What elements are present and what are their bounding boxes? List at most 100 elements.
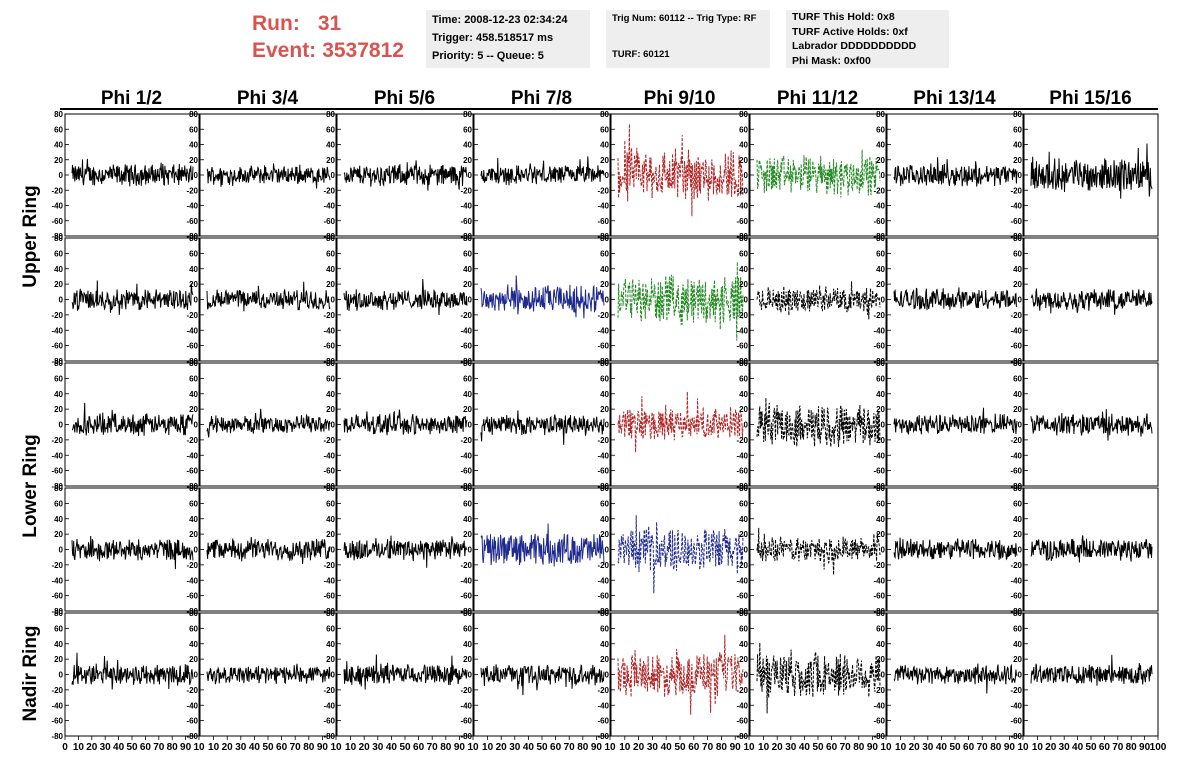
- y-tick-label: -20: [460, 311, 472, 320]
- y-tick-label: -80: [460, 732, 472, 741]
- y-tick-label: 40: [189, 265, 198, 274]
- y-tick-label: -40: [1010, 202, 1022, 211]
- y-tick-label: 40: [1013, 390, 1022, 399]
- y-tick-label: -60: [736, 467, 748, 476]
- y-tick-label: -40: [186, 576, 198, 585]
- y-tick-label: -40: [873, 326, 885, 335]
- y-tick-label: -40: [51, 202, 63, 211]
- x-tick-label: 70: [153, 742, 165, 753]
- y-tick-label: 80: [189, 484, 198, 493]
- y-tick-label: 60: [463, 125, 472, 134]
- y-tick-label: -20: [51, 436, 63, 445]
- run-value: 31: [317, 12, 342, 35]
- y-tick-label: -20: [323, 686, 335, 695]
- y-tick-label: 20: [876, 156, 885, 165]
- run-label: Run:: [252, 12, 300, 35]
- y-tick-label: -40: [323, 576, 335, 585]
- y-tick-label: 0: [605, 296, 610, 305]
- y-tick-label: -80: [186, 732, 198, 741]
- y-tick-label: 0: [59, 546, 64, 555]
- y-tick-label: -20: [51, 561, 63, 570]
- y-tick-label: 20: [326, 530, 335, 539]
- y-tick-label: 0: [744, 296, 749, 305]
- y-tick-label: -40: [873, 202, 885, 211]
- x-tick-label: 90: [1004, 742, 1016, 753]
- y-tick-label: -20: [323, 436, 335, 445]
- x-tick-label: 60: [550, 742, 562, 753]
- x-tick-label: 30: [1059, 742, 1071, 753]
- y-tick-label: 80: [1013, 110, 1022, 119]
- y-tick-label: 20: [189, 530, 198, 539]
- y-tick-label: 60: [54, 499, 63, 508]
- waveform-trace-r4c7: [893, 537, 1018, 561]
- x-tick-label: 70: [290, 742, 302, 753]
- y-tick-label: -40: [736, 451, 748, 460]
- y-tick-label: -60: [736, 342, 748, 351]
- y-tick-label: -20: [1010, 311, 1022, 320]
- waveform-trace-r5c1: [71, 652, 194, 690]
- y-tick-label: 80: [739, 484, 748, 493]
- y-tick-label: -40: [1010, 326, 1022, 335]
- y-tick-label: 40: [54, 515, 63, 524]
- y-tick-label: -20: [186, 311, 198, 320]
- y-tick-label: 40: [876, 390, 885, 399]
- y-tick-label: -20: [736, 186, 748, 195]
- y-tick-label: 60: [326, 499, 335, 508]
- y-tick-label: 60: [600, 374, 609, 383]
- x-tick-label: 50: [262, 742, 274, 753]
- y-tick-label: 40: [739, 640, 748, 649]
- x-tick-label: 90: [1139, 742, 1151, 753]
- y-tick-label: 20: [876, 405, 885, 414]
- y-tick-label: 40: [326, 141, 335, 150]
- y-tick-label: -20: [873, 686, 885, 695]
- y-tick-label: -40: [873, 451, 885, 460]
- y-tick-label: -80: [1010, 232, 1022, 241]
- y-tick-label: 80: [463, 359, 472, 368]
- x-tick-label: 90: [180, 742, 192, 753]
- y-tick-label: 40: [463, 515, 472, 524]
- y-tick-label: -40: [736, 701, 748, 710]
- trigger-text: Trigger: 458.518517 ms: [432, 32, 554, 44]
- y-tick-label: 80: [189, 359, 198, 368]
- y-tick-label: 60: [463, 499, 472, 508]
- y-tick-label: 60: [54, 624, 63, 633]
- y-tick-label: -40: [873, 576, 885, 585]
- waveform-trace-r3c6: [756, 397, 881, 447]
- y-tick-label: -40: [460, 202, 472, 211]
- waveform-trace-r5c5: [617, 634, 744, 715]
- y-tick-label: 20: [463, 405, 472, 414]
- y-tick-label: 60: [326, 374, 335, 383]
- y-tick-label: 40: [463, 390, 472, 399]
- time-info-panel: Time: 2008-12-23 02:34:24 Trigger: 458.5…: [426, 10, 590, 68]
- waveform-trace-r4c1: [71, 535, 194, 570]
- y-tick-label: 0: [331, 296, 336, 305]
- column-header-7: Phi 13/14: [913, 88, 996, 109]
- y-tick-label: 20: [876, 280, 885, 289]
- y-tick-label: 40: [326, 515, 335, 524]
- y-tick-label: -40: [323, 326, 335, 335]
- y-tick-label: 60: [189, 249, 198, 258]
- y-tick-label: 80: [54, 110, 63, 119]
- column-header-2: Phi 3/4: [237, 88, 299, 109]
- y-tick-label: 20: [326, 156, 335, 165]
- y-tick-label: -20: [736, 686, 748, 695]
- x-tick-label: 10: [73, 742, 85, 753]
- y-tick-label: 80: [463, 484, 472, 493]
- x-tick-label: 70: [427, 742, 439, 753]
- y-tick-label: -20: [873, 436, 885, 445]
- y-tick-label: 0: [194, 171, 199, 180]
- y-tick-label: -60: [51, 592, 63, 601]
- y-tick-label: 20: [54, 530, 63, 539]
- waveform-trace-r1c4: [480, 156, 605, 186]
- y-tick-label: -80: [736, 232, 748, 241]
- y-tick-label: -80: [323, 232, 335, 241]
- column-header-6: Phi 11/12: [777, 88, 858, 109]
- x-tick-label: 50: [812, 742, 824, 753]
- y-tick-label: 80: [189, 110, 198, 119]
- y-tick-label: 40: [1013, 515, 1022, 524]
- y-tick-label: -80: [736, 357, 748, 366]
- y-tick-label: -60: [186, 342, 198, 351]
- y-tick-label: 40: [739, 390, 748, 399]
- waveform-trace-r2c8: [1030, 288, 1153, 315]
- x-tick-label: 10: [604, 742, 616, 753]
